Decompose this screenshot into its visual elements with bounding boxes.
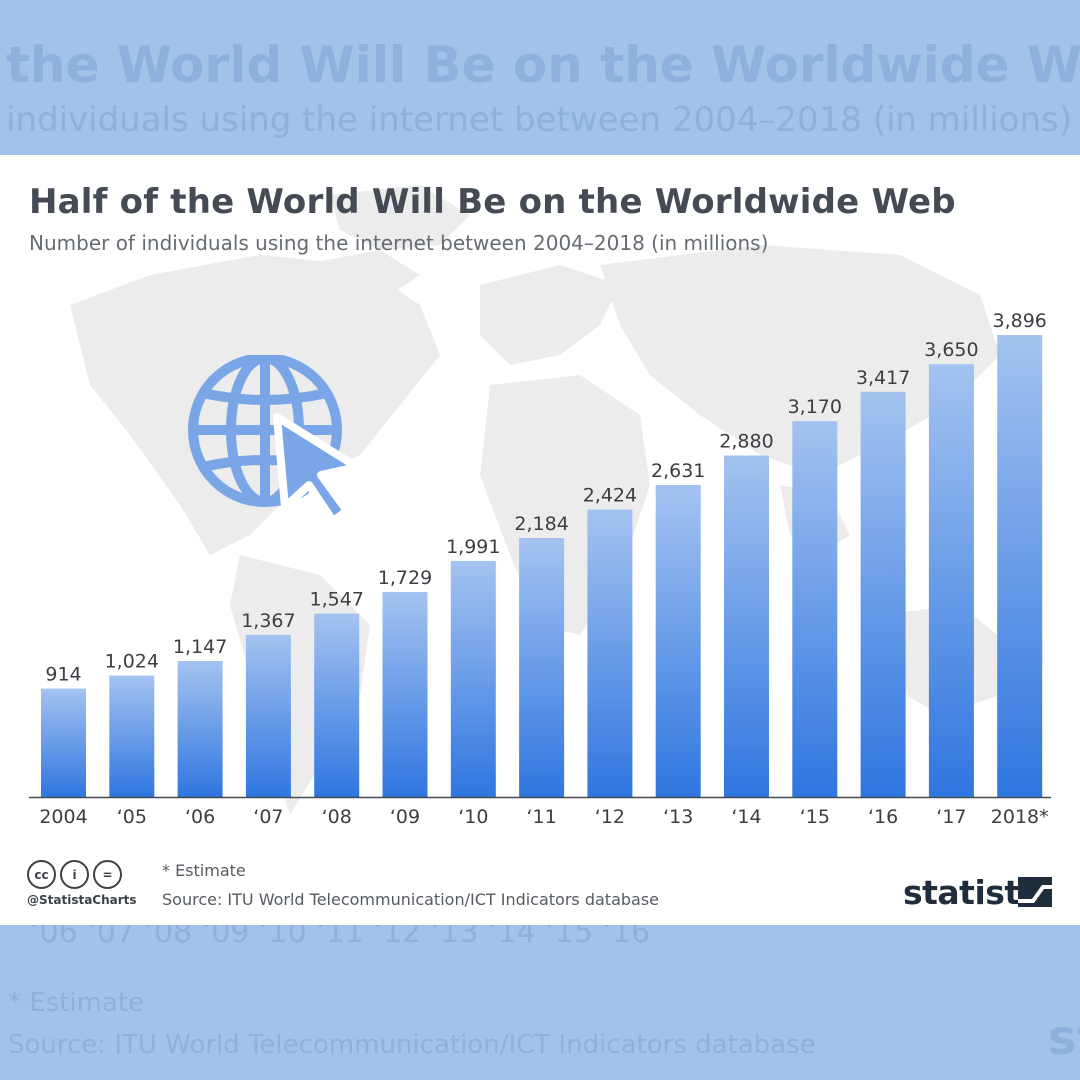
- background-title-ghost: the World Will Be on the Worldwide Web: [6, 36, 1080, 94]
- value-label-3: 1,367: [241, 610, 295, 632]
- value-label-2: 1,147: [173, 636, 227, 658]
- bar-7: [519, 538, 565, 797]
- x-tick-label-14: 2018*: [991, 806, 1049, 828]
- x-tick-label-8: ‘12: [595, 806, 625, 828]
- background-logo-ghost: st: [1048, 1010, 1080, 1066]
- statista-logo-icon[interactable]: [1018, 877, 1052, 907]
- twitter-handle[interactable]: @StatistaCharts: [27, 893, 137, 907]
- x-tick-label-12: ‘16: [868, 806, 898, 828]
- x-tick-label-13: ‘17: [936, 806, 966, 828]
- bar-10: [724, 455, 769, 797]
- bar-9: [655, 485, 701, 797]
- creative-commons-icon: cc: [27, 860, 56, 889]
- value-label-0: 914: [45, 664, 81, 686]
- value-label-11: 3,170: [788, 396, 842, 418]
- x-tick-label-5: ‘09: [390, 806, 420, 828]
- x-tick-label-0: 2004: [39, 806, 87, 828]
- x-tick-label-4: ‘08: [322, 806, 352, 828]
- bar-6: [450, 560, 496, 797]
- value-label-1: 1,024: [105, 651, 159, 673]
- bar-13: [928, 364, 974, 797]
- x-tick-label-11: ‘15: [800, 806, 830, 828]
- bar-3: [245, 634, 291, 797]
- x-tick-label-10: ‘14: [731, 806, 761, 828]
- value-label-14: 3,896: [992, 310, 1046, 332]
- globe-cursor-icon: [188, 355, 361, 525]
- x-tick-label-3: ‘07: [253, 806, 283, 828]
- bar-8: [587, 509, 633, 797]
- value-label-7: 2,184: [514, 513, 568, 535]
- background-note-ghost: * Estimate: [8, 988, 145, 1018]
- x-tick-label-1: ‘05: [117, 806, 147, 828]
- x-tick-label-6: ‘10: [458, 806, 488, 828]
- attribution-icon: i: [60, 860, 89, 889]
- x-tick-label-2: ‘06: [185, 806, 215, 828]
- value-label-6: 1,991: [446, 536, 500, 558]
- no-derivatives-icon: =: [93, 860, 122, 889]
- value-label-8: 2,424: [583, 485, 637, 507]
- bar-4: [314, 613, 360, 797]
- bar-12: [860, 391, 906, 797]
- bar-5: [382, 591, 428, 797]
- estimate-note: * Estimate: [162, 861, 246, 880]
- bar-2: [177, 660, 223, 797]
- bar-11: [792, 421, 838, 797]
- value-label-10: 2,880: [719, 430, 773, 452]
- value-label-12: 3,417: [856, 367, 910, 389]
- source-note: Source: ITU World Telecommunication/ICT …: [162, 890, 660, 909]
- background-source-ghost: Source: ITU World Telecommunication/ICT …: [8, 1030, 816, 1060]
- value-label-5: 1,729: [378, 567, 432, 589]
- bar-14: [997, 335, 1043, 797]
- bar-0: [41, 688, 86, 797]
- bar-chart: 914 2004 1,024 ‘05 1,147 ‘06 1,367 ‘07 1,547 ‘08 1…: [29, 310, 1051, 828]
- value-label-13: 3,650: [924, 339, 978, 361]
- infographic-card: Half of the World Will Be on the Worldwi…: [0, 155, 1080, 925]
- value-label-4: 1,547: [309, 589, 363, 611]
- x-tick-label-9: ‘13: [663, 806, 693, 828]
- license-icons: cc i =: [27, 860, 122, 889]
- x-tick-label-7: ‘11: [526, 806, 556, 828]
- bar-1: [109, 675, 155, 797]
- background-subtitle-ghost: individuals using the internet between 2…: [6, 100, 1073, 140]
- chart-subtitle: Number of individuals using the internet…: [29, 231, 769, 255]
- chart-title: Half of the World Will Be on the Worldwi…: [29, 182, 956, 222]
- value-label-9: 2,631: [651, 460, 705, 482]
